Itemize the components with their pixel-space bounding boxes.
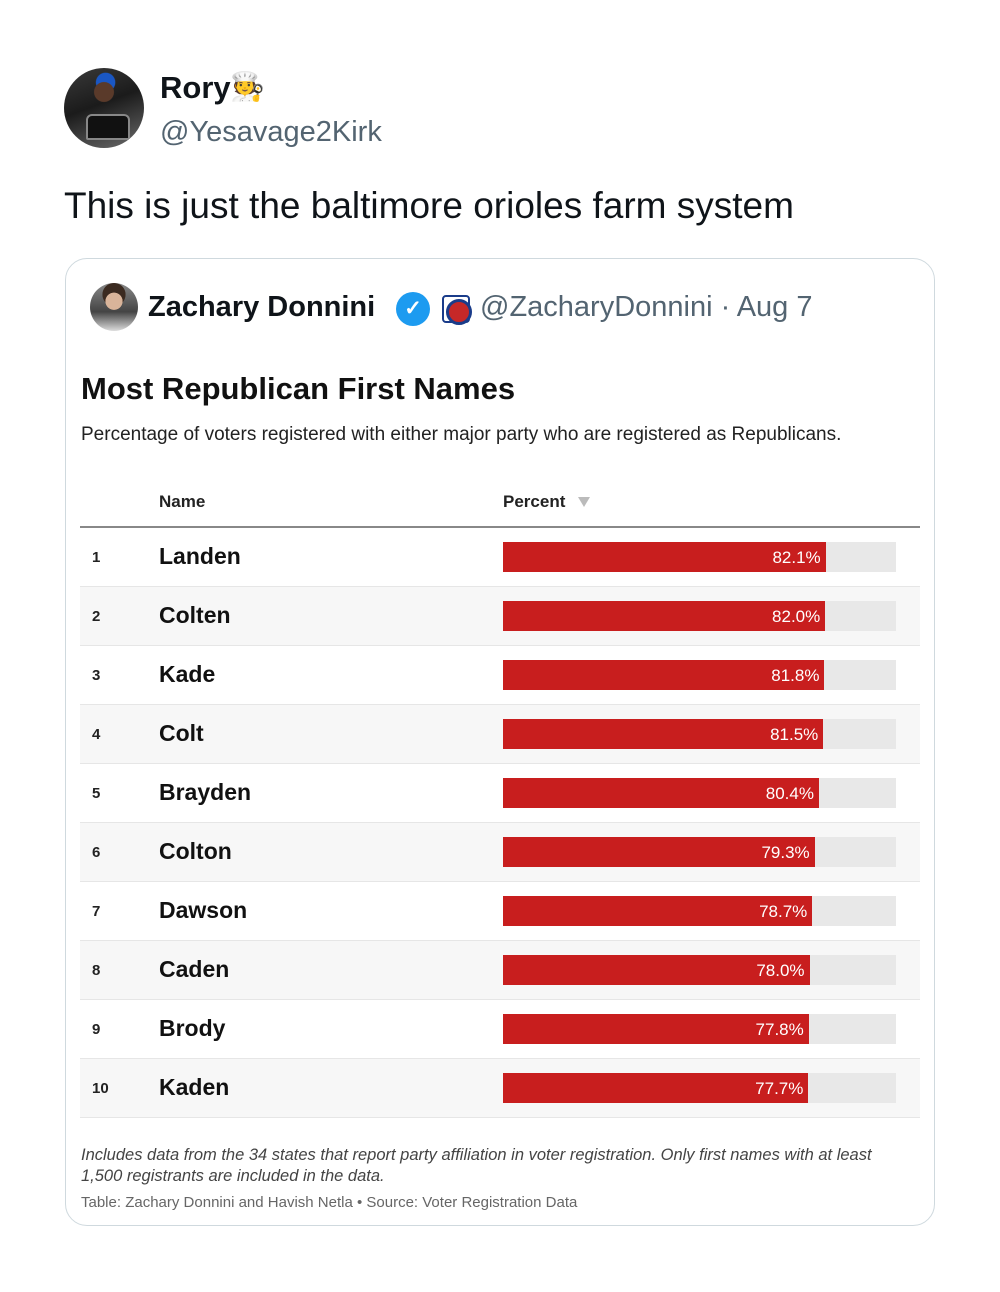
percent-bar-track: 77.7% [503,1073,896,1103]
row-rank: 4 [92,726,101,743]
table-row: 4 Colt 81.5% [80,705,920,764]
percent-bar-track: 82.0% [503,601,896,631]
percent-bar: 78.7% [503,896,813,926]
table-row: 6 Colton 79.3% [80,823,920,882]
percent-bar-track: 81.5% [503,719,896,749]
percent-bar-label: 79.3% [761,843,810,862]
percent-bar-track: 78.0% [503,955,896,985]
quoted-tweet-card[interactable]: Zachary Donnini ✓ @ZacharyDonnini · Aug … [65,258,935,1226]
table-subtitle: Percentage of voters registered with eit… [81,424,842,445]
percent-bar-label: 77.7% [755,1079,804,1098]
percent-bar-label: 78.0% [756,961,805,980]
sort-descending-icon [578,497,590,507]
row-first-name: Caden [159,956,230,982]
author-handle[interactable]: @Yesavage2Kirk [160,116,382,148]
percent-bar-track: 77.8% [503,1014,896,1044]
row-rank: 2 [92,608,101,625]
percent-bar-track: 78.7% [503,896,896,926]
table-row: 2 Colten 82.0% [80,587,920,646]
row-first-name: Dawson [159,897,248,923]
table-row: 5 Brayden 80.4% [80,764,920,823]
percent-bar: 80.4% [503,778,819,808]
table-row: 7 Dawson 78.7% [80,882,920,941]
percent-bar-track: 82.1% [503,542,896,572]
column-header-name: Name [159,492,206,511]
row-rank: 6 [92,844,101,861]
verified-badge-icon: ✓ [396,292,430,326]
quoted-author-avatar[interactable] [90,283,138,331]
row-first-name: Brody [159,1015,226,1041]
percent-bar: 82.0% [503,601,826,631]
percent-bar: 77.7% [503,1073,809,1103]
table-row: 10 Kaden 77.7% [80,1059,920,1118]
table-row: 9 Brody 77.8% [80,1000,920,1059]
percent-bar: 77.8% [503,1014,809,1044]
table-row: 8 Caden 78.0% [80,941,920,1000]
row-rank: 8 [92,962,101,979]
percent-bar: 82.1% [503,542,826,572]
percent-bar-label: 81.5% [770,725,819,744]
table-body: 1 Landen 82.1% 2 Colten 82.0% 3 Kade 81.8% 4 Colt 8… [80,528,920,1118]
percent-bar-label: 82.0% [772,607,821,626]
row-first-name: Kade [159,661,216,687]
row-first-name: Landen [159,543,241,569]
row-rank: 9 [92,1021,101,1038]
row-rank: 3 [92,667,101,684]
percent-bar-track: 79.3% [503,837,896,867]
percent-bar: 78.0% [503,955,810,985]
percent-bar-label: 78.7% [759,902,808,921]
percent-bar-label: 81.8% [771,666,820,685]
chef-emoji: 🧑‍🍳 [230,71,265,102]
percent-bar-label: 77.8% [755,1020,804,1039]
table-footnote: Includes data from the 34 states that re… [81,1146,872,1185]
party-affiliation-icon [442,295,472,325]
table-title: Most Republican First Names [81,371,516,406]
percent-bar: 79.3% [503,837,815,867]
row-first-name: Brayden [159,779,252,805]
tweet-text: This is just the baltimore orioles farm … [64,185,794,226]
row-rank: 5 [92,785,101,802]
table-row: 1 Landen 82.1% [80,528,920,587]
column-header-percent: Percent [503,492,566,511]
percent-bar-track: 80.4% [503,778,896,808]
table-row: 3 Kade 81.8% [80,646,920,705]
header-divider [80,526,920,528]
percent-bar-label: 80.4% [765,784,814,803]
percent-bar: 81.5% [503,719,824,749]
author-avatar[interactable] [64,68,144,148]
percent-bar-label: 82.1% [772,548,821,567]
percent-bar-track: 81.8% [503,660,896,690]
row-first-name: Kaden [159,1074,230,1100]
quoted-author-name[interactable]: Zachary Donnini [148,291,376,323]
row-first-name: Colt [159,720,204,746]
row-first-name: Colton [159,838,232,864]
row-rank: 10 [92,1080,109,1097]
row-first-name: Colten [159,602,231,628]
percent-bar: 81.8% [503,660,825,690]
table-credit: Table: Zachary Donnini and Havish Netla … [81,1194,578,1211]
quoted-handle-and-date[interactable]: @ZacharyDonnini · Aug 7 [480,291,813,323]
row-rank: 1 [92,549,101,566]
author-display-name[interactable]: Rory [160,70,231,105]
row-rank: 7 [92,903,101,920]
